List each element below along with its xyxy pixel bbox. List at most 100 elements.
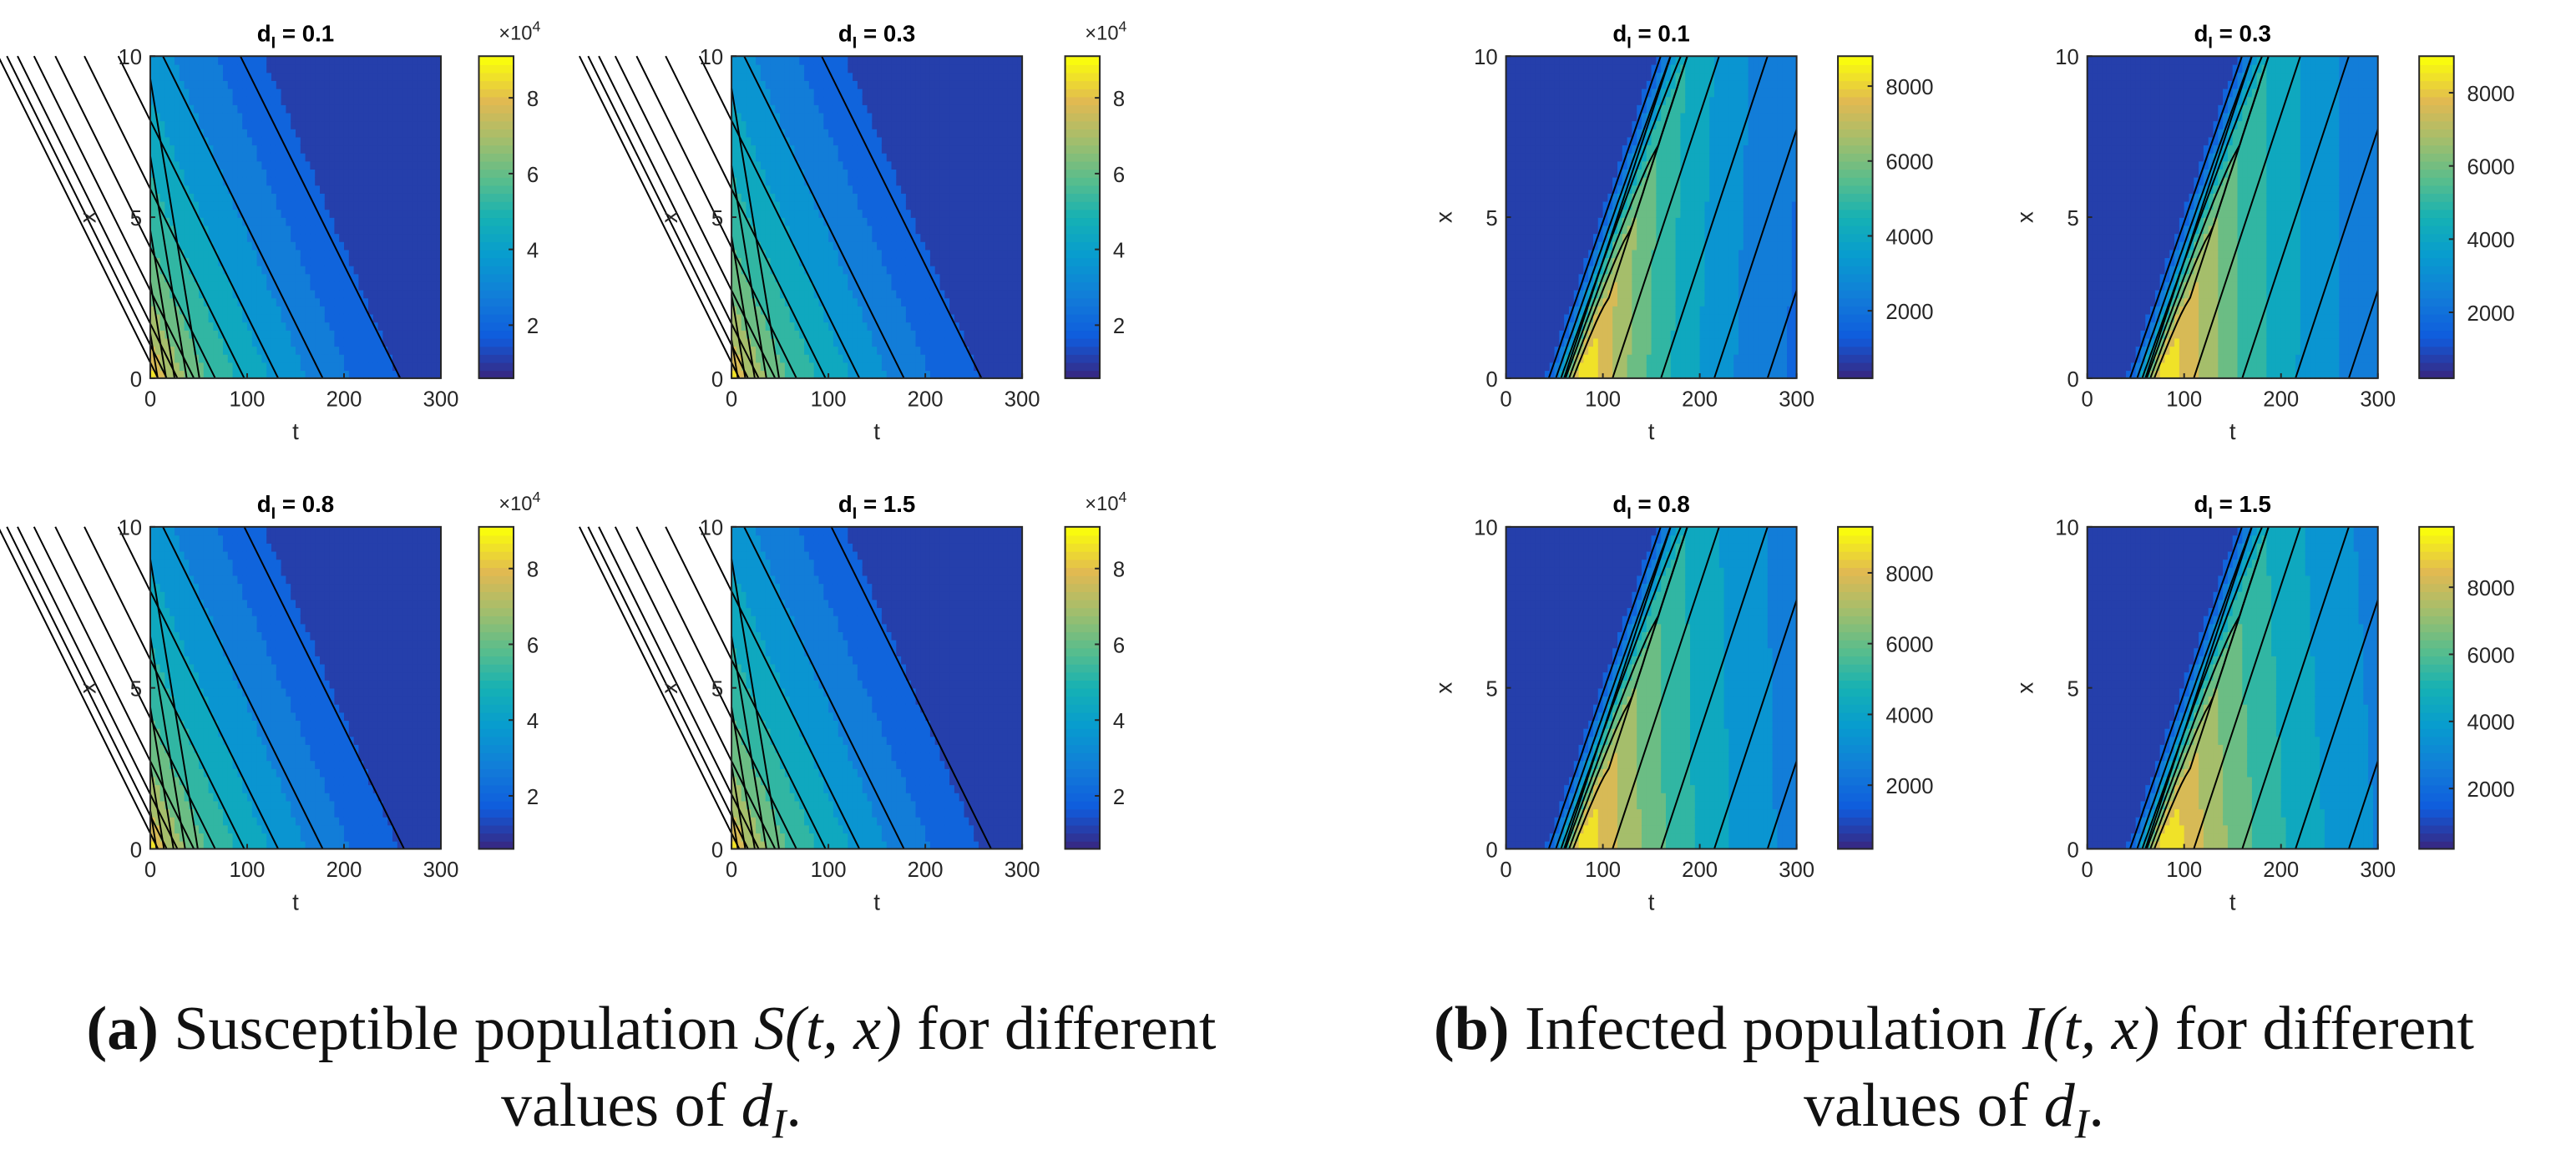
heat-cell (417, 217, 423, 226)
heat-cell (794, 160, 801, 170)
heat-cell (286, 144, 291, 154)
heat-cell (853, 249, 858, 259)
heat-cell (843, 322, 849, 331)
contour-line (731, 339, 739, 379)
heat-cell (818, 249, 825, 259)
heat-cell (993, 72, 999, 81)
heat-cell (775, 160, 781, 170)
heat-cell (1012, 152, 1019, 162)
heat-cell (784, 129, 791, 138)
heat-cell (271, 129, 277, 138)
heat-cell (828, 241, 834, 251)
heat-cell (256, 72, 263, 81)
heat-cell (242, 313, 248, 323)
heat-cell (407, 233, 413, 242)
colorbar-segment (478, 176, 514, 186)
heat-cell (227, 265, 234, 275)
heat-cell (387, 96, 393, 105)
heat-cell (291, 193, 296, 202)
colorbar-segment (1065, 346, 1101, 355)
heat-cell (910, 249, 917, 259)
heat-cell (789, 72, 796, 81)
heat-cell (222, 233, 229, 242)
heat-cell (412, 353, 418, 363)
heat-cell (901, 241, 907, 251)
heat-cell (867, 297, 873, 306)
heat-cell (271, 370, 277, 379)
heat-cell (382, 313, 388, 323)
title-sub: I (853, 33, 857, 52)
heat-cell (993, 362, 999, 372)
heat-cell (799, 104, 805, 114)
heat-cell (993, 169, 999, 178)
heat-cell (853, 265, 858, 275)
heat-cell (949, 346, 955, 355)
heat-cell (339, 136, 345, 146)
heat-cell (751, 96, 757, 105)
heat-cell (934, 281, 941, 291)
heat-cell (974, 129, 979, 138)
heat-cell (993, 209, 999, 218)
heat-cell (407, 217, 413, 226)
heat-cell (974, 80, 979, 89)
heat-cell (969, 152, 974, 162)
heat-cell (397, 337, 403, 347)
heat-cell (848, 330, 853, 339)
heat-cell (877, 144, 883, 154)
heat-cell (881, 353, 888, 363)
heat-cell (929, 185, 936, 194)
contour-line (665, 55, 827, 379)
heat-cell (848, 233, 853, 242)
heat-cell (872, 185, 878, 194)
heat-cell (329, 265, 336, 275)
heat-cell (746, 346, 752, 355)
heat-cell (775, 330, 781, 339)
heat-cell (974, 193, 979, 202)
heat-cell (867, 209, 873, 218)
heat-cell (823, 72, 829, 81)
heat-cell (218, 330, 224, 339)
heat-cell (266, 136, 272, 146)
heat-cell (251, 273, 258, 282)
heat-cell (203, 200, 210, 210)
heat-cell (320, 63, 326, 73)
heat-cell (780, 88, 786, 98)
heat-cell (978, 63, 984, 73)
heat-cell (741, 193, 747, 202)
heat-cell (208, 112, 215, 122)
heat-cell (213, 281, 219, 291)
heat-cell (813, 241, 820, 251)
heat-cell (998, 96, 1004, 105)
heat-cell (857, 306, 863, 315)
heat-cell (368, 241, 374, 251)
heat-cell (828, 281, 834, 291)
heat-cell (881, 136, 888, 146)
heat-cell (872, 80, 878, 89)
heat-cell (964, 330, 970, 339)
heat-cell (1017, 370, 1023, 379)
heat-cell (862, 63, 868, 73)
heat-cell (159, 169, 166, 178)
heat-cell (149, 370, 156, 379)
heat-cell (372, 120, 379, 129)
heat-cell (775, 353, 781, 363)
heat-cell (343, 297, 350, 306)
heat-cell (426, 281, 433, 291)
y-tick-label: 5 (130, 207, 142, 230)
heat-cell (305, 249, 311, 259)
heat-cell (857, 289, 863, 299)
heat-cell (920, 112, 926, 122)
heat-cell (382, 193, 388, 202)
heat-cell (731, 337, 737, 347)
heat-cell (765, 241, 772, 251)
heat-cell (954, 353, 960, 363)
colorbar-segment (1065, 120, 1101, 129)
heat-cell (891, 136, 898, 146)
heat-cell (1012, 322, 1019, 331)
heat-cell (315, 265, 321, 275)
colorbar-segment (478, 330, 514, 339)
heat-cell (164, 169, 170, 178)
heat-cell (988, 209, 994, 218)
heat-cell (983, 337, 989, 347)
heat-cell (964, 185, 970, 194)
